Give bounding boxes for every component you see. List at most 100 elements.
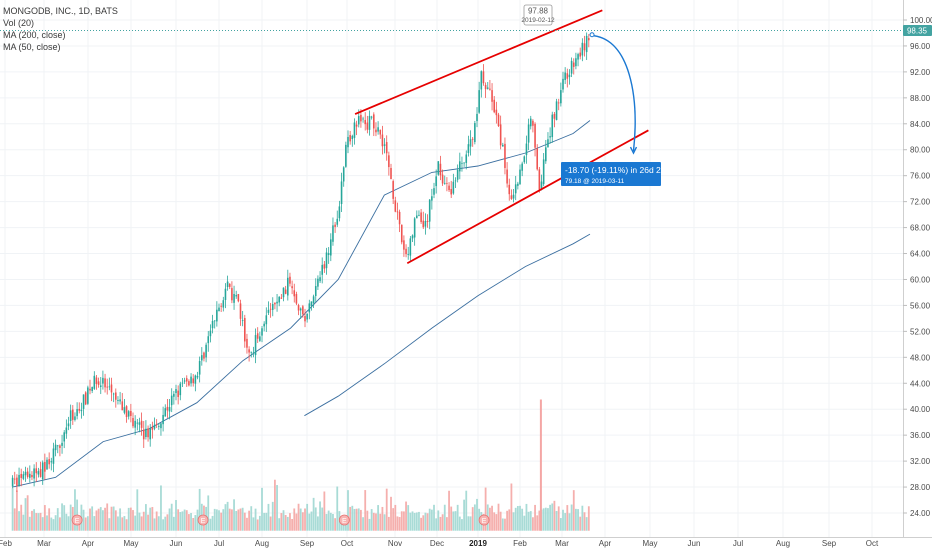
candle-body [76, 409, 78, 417]
candle-body [181, 382, 184, 384]
volume-bar [484, 487, 487, 531]
channel-lines[interactable] [354, 9, 649, 265]
time-tick-label: Jun [170, 539, 183, 548]
candle-body [510, 195, 513, 199]
candle-body [256, 333, 259, 339]
candle-body [155, 424, 158, 425]
candle-body [456, 169, 459, 180]
indicator-ma200[interactable]: MA (200, close) [3, 30, 66, 40]
candle-body [504, 143, 506, 168]
volume-bar [325, 513, 328, 531]
price-tick-label: 52.00 [910, 327, 931, 336]
candle-body [39, 469, 42, 477]
volume-bar [61, 503, 63, 531]
candle-body [41, 462, 44, 480]
candle-body [327, 253, 330, 255]
projection-arrow[interactable] [589, 32, 638, 155]
candle-body [564, 72, 566, 81]
indicator-ma50[interactable]: MA (50, close) [3, 42, 61, 52]
candle-body [396, 211, 399, 213]
price-tick-label: 24.00 [910, 509, 931, 518]
candle-body [588, 38, 590, 41]
time-axis[interactable]: Feb Mar Apr May Jun Jul Aug Sep Oct Nov Dec 2019 Feb… [0, 537, 932, 549]
grid [0, 0, 903, 537]
candle-body [555, 101, 558, 121]
volume-bar [46, 515, 48, 531]
volume-bar [112, 506, 115, 531]
volume-bar [437, 510, 440, 531]
volume-bar [544, 507, 547, 531]
time-tick-label: Aug [776, 539, 790, 548]
candle-body [420, 212, 422, 223]
price-tick-label: 48.00 [910, 353, 931, 362]
volume-bar [370, 509, 373, 531]
earnings-marker-label: E [201, 518, 206, 525]
volume-bar [555, 510, 558, 531]
candle-body [570, 60, 573, 74]
candle-body [132, 418, 134, 427]
candle-body [226, 281, 229, 288]
candle-body [104, 378, 106, 388]
volume-bar [177, 509, 180, 531]
candle-body [519, 169, 521, 185]
candle-body [321, 264, 324, 275]
candle-body [183, 380, 186, 382]
candle-body [80, 409, 83, 412]
volume-bar [467, 516, 470, 531]
candle-body [160, 423, 162, 429]
volume-bar [93, 516, 96, 531]
candle-body [293, 290, 296, 297]
volume-bar [299, 508, 302, 531]
volume-bar [157, 516, 160, 531]
projection-label-line1: -18.70 (-19.11%) in 26d 23h [565, 165, 670, 175]
price-badge-text: 98.35 [907, 27, 928, 36]
volume-bar [132, 510, 134, 531]
candle-body [562, 78, 564, 90]
volume-bar [317, 516, 319, 531]
candle-body [465, 154, 468, 163]
projection-label[interactable]: -18.70 (-19.11%) in 26d 23h 79.18 @ 2019… [561, 162, 670, 186]
candle-body [314, 286, 317, 297]
candle-body [325, 252, 328, 269]
candle-body [542, 159, 545, 185]
candle-body [44, 461, 46, 472]
volume-bar [471, 507, 474, 531]
volume-bar [224, 504, 227, 531]
volume-bar [119, 508, 122, 531]
volume-bar [91, 506, 94, 531]
candle-body [259, 336, 261, 341]
candle-body [517, 183, 519, 186]
volume-bar [547, 508, 549, 531]
candle-body [203, 352, 205, 359]
candle-body [207, 336, 210, 344]
volume-bar [357, 508, 360, 531]
candle-body [491, 90, 493, 102]
volume-bar [286, 516, 289, 531]
volume-bar [301, 512, 304, 531]
symbol-line[interactable]: MONGODB, INC., 1D, BATS [3, 6, 118, 16]
indicator-volume[interactable]: Vol (20) [3, 18, 35, 28]
volume-bar [452, 511, 455, 531]
price-axis[interactable]: 100.00 96.00 92.00 88.00 84.00 80.00 76.00 72.0… [903, 0, 932, 537]
volume-bar [297, 503, 300, 531]
candle-body [375, 129, 377, 133]
volume-bar [11, 488, 14, 531]
candle-body [424, 220, 427, 227]
volume-bar [532, 517, 534, 531]
volume-bar [387, 516, 390, 531]
volume-bar [551, 503, 554, 531]
candle-body [170, 395, 173, 406]
volume-bar [566, 505, 569, 531]
time-tick-label: Apr [82, 539, 95, 548]
candle-body [302, 306, 304, 315]
volume-bar [443, 504, 446, 531]
candle-body [151, 427, 154, 430]
volume-bar [293, 508, 296, 531]
candle-body [33, 468, 35, 479]
volume-bar [121, 517, 124, 531]
candle-body [489, 88, 491, 90]
top-annotation[interactable]: 97.88 2019-02-12 [521, 4, 555, 26]
candle-body [502, 144, 504, 147]
candle-body [237, 294, 240, 302]
